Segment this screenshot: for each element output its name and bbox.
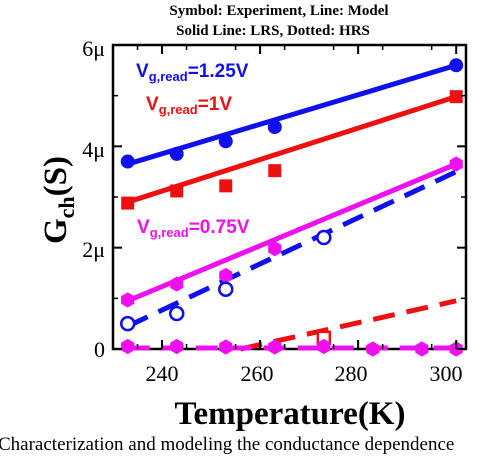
hrs-model-line (126, 169, 458, 329)
anno-sub: g,read (150, 225, 189, 240)
y-axis-title: Gch(S) (38, 156, 79, 244)
lrs-circle-marker (267, 120, 282, 135)
x-tick-label: 260 (241, 361, 274, 386)
annotation-vg-1-25: Vg,read=1.25V (136, 61, 249, 84)
hrs-circle-marker (218, 281, 234, 297)
anno-prefix: V (137, 217, 150, 238)
lrs-model-line (126, 62, 457, 167)
hrs-hexagon-marker (170, 338, 184, 355)
chart-figure: Symbol: Experiment, Line: Model Solid Li… (38, 3, 468, 432)
lrs-circle-marker (120, 154, 135, 169)
lrs-hexagon-marker (268, 241, 282, 257)
annotation-vg-0-75: Vg,read=0.75V (137, 217, 250, 240)
hrs-hexagon-marker (121, 338, 135, 355)
axis-ticks (113, 44, 466, 350)
y-tick-label: 2μ (82, 237, 105, 262)
anno-sub: g,read (159, 102, 198, 117)
lrs-hexagon-marker (449, 156, 463, 172)
lrs-circle-marker (169, 146, 184, 161)
plot-frame (111, 43, 468, 351)
x-tick-label: 240 (146, 361, 179, 386)
anno-prefix: V (136, 61, 149, 82)
header-line-2: Solid Line: LRS, Dotted: HRS (176, 23, 370, 39)
lrs-hexagon-marker (219, 267, 233, 284)
anno-sub: g,read (149, 69, 188, 84)
hrs-circle-marker (316, 229, 332, 246)
lrs-square-marker (449, 90, 463, 104)
hrs-circle-marker (119, 315, 136, 332)
hrs-hexagon-marker (415, 341, 429, 357)
lrs-circle-marker (218, 134, 233, 149)
hrs-hexagon-marker (317, 338, 331, 355)
data-markers (119, 58, 464, 357)
lrs-square-marker (219, 179, 233, 193)
y-tick-label: 4μ (82, 137, 105, 162)
y-tick-label: 0 (94, 337, 105, 362)
lrs-circle-marker (449, 58, 464, 73)
lrs-model-line (126, 161, 458, 304)
lrs-hexagon-marker (121, 292, 135, 308)
lrs-square-marker (121, 196, 135, 210)
anno-suffix: =0.75V (189, 217, 250, 238)
figure-caption: Characterization and modeling the conduc… (0, 434, 455, 455)
y-axis-title-main: G (38, 218, 74, 244)
hrs-hexagon-marker (219, 339, 233, 355)
x-tick-label: 300 (430, 361, 463, 386)
x-axis-title: Temperature(K) (175, 396, 406, 432)
y-tick-label: 6μ (82, 36, 105, 61)
hrs-hexagon-marker (268, 339, 282, 355)
hrs-circle-marker (168, 305, 185, 322)
y-axis-title-unit: (S) (38, 156, 74, 196)
lrs-hexagon-marker (170, 276, 184, 292)
lrs-square-marker (170, 184, 184, 198)
y-axis-title-sub: ch (54, 196, 79, 218)
annotation-vg-1: Vg,read=1V (146, 94, 232, 117)
anno-prefix: V (146, 94, 159, 115)
hrs-hexagon-marker (366, 341, 380, 357)
lrs-square-marker (268, 164, 282, 178)
anno-suffix: =1.25V (188, 61, 249, 82)
x-tick-label: 280 (335, 361, 368, 386)
header-line-1: Symbol: Experiment, Line: Model (169, 3, 388, 19)
anno-suffix: =1V (198, 94, 233, 115)
